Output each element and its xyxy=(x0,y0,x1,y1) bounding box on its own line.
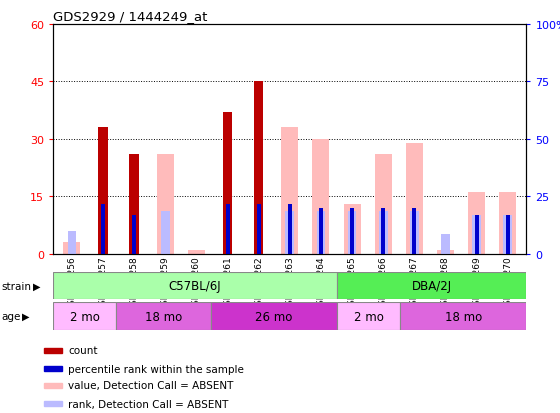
Text: strain: strain xyxy=(1,281,31,291)
Bar xyxy=(412,208,416,254)
Text: GDS2929 / 1444249_at: GDS2929 / 1444249_at xyxy=(53,10,208,23)
Text: count: count xyxy=(68,345,98,355)
Bar xyxy=(44,383,62,388)
Bar xyxy=(319,208,323,254)
Text: value, Detection Call = ABSENT: value, Detection Call = ABSENT xyxy=(68,380,234,390)
Bar xyxy=(506,216,510,254)
Bar xyxy=(101,204,105,254)
Bar xyxy=(226,204,230,254)
Text: rank, Detection Call = ABSENT: rank, Detection Call = ABSENT xyxy=(68,399,229,409)
Bar xyxy=(223,113,232,254)
Text: DBA/2J: DBA/2J xyxy=(412,280,452,292)
Text: 18 mo: 18 mo xyxy=(445,310,482,323)
Bar xyxy=(337,302,400,330)
Bar xyxy=(254,82,263,254)
Bar xyxy=(343,204,361,254)
Bar xyxy=(350,208,354,254)
Bar xyxy=(53,302,116,330)
Text: age: age xyxy=(1,311,21,321)
Bar xyxy=(161,212,170,254)
Bar xyxy=(44,366,62,371)
Bar xyxy=(379,212,388,254)
Bar xyxy=(288,204,292,254)
Bar xyxy=(132,216,136,254)
Bar xyxy=(312,140,329,254)
Bar xyxy=(410,212,419,254)
Bar xyxy=(211,302,337,330)
Bar xyxy=(281,128,298,254)
Bar xyxy=(68,231,76,254)
Bar xyxy=(256,204,261,254)
Text: percentile rank within the sample: percentile rank within the sample xyxy=(68,364,244,374)
Bar xyxy=(499,193,516,254)
Bar xyxy=(157,154,174,254)
Bar xyxy=(337,273,526,299)
Bar xyxy=(437,250,454,254)
Bar xyxy=(188,250,205,254)
Bar xyxy=(116,302,211,330)
Text: C57BL/6J: C57BL/6J xyxy=(169,280,221,292)
Bar xyxy=(441,235,450,254)
Bar xyxy=(503,216,512,254)
Text: 2 mo: 2 mo xyxy=(354,310,384,323)
Bar xyxy=(406,143,423,254)
Bar xyxy=(63,242,81,254)
Bar xyxy=(53,273,337,299)
Bar xyxy=(44,348,62,353)
Bar xyxy=(472,216,481,254)
Bar xyxy=(99,128,108,254)
Bar xyxy=(474,216,479,254)
Text: 18 mo: 18 mo xyxy=(145,310,182,323)
Bar xyxy=(316,212,325,254)
Bar xyxy=(348,212,356,254)
Bar xyxy=(286,212,294,254)
Bar xyxy=(400,302,526,330)
Text: 26 mo: 26 mo xyxy=(255,310,293,323)
Bar xyxy=(375,154,392,254)
Bar xyxy=(468,193,485,254)
Bar xyxy=(381,208,385,254)
Bar xyxy=(129,154,139,254)
Bar xyxy=(44,401,62,406)
Text: 2 mo: 2 mo xyxy=(70,310,100,323)
Text: ▶: ▶ xyxy=(22,311,30,321)
Text: ▶: ▶ xyxy=(32,281,40,291)
